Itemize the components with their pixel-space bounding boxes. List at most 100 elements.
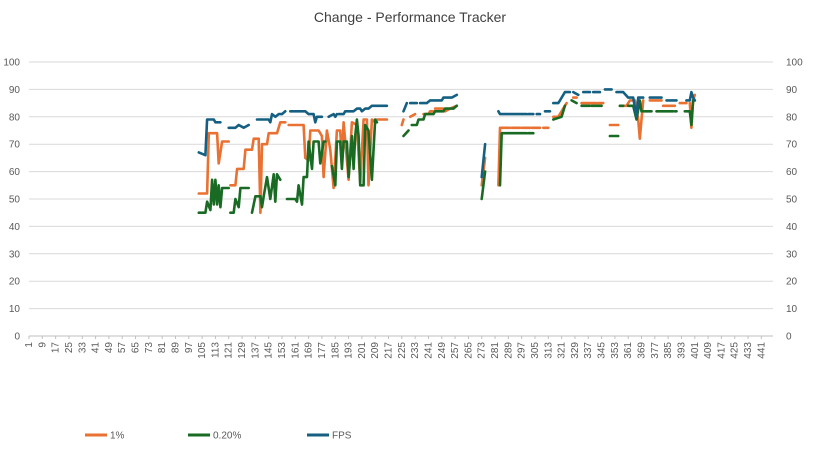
x-tick-label: 297 (517, 342, 528, 359)
x-tick-label: 313 (543, 342, 554, 359)
y-tick-label-left: 90 (9, 85, 21, 96)
y-tick-label-right: 10 (786, 304, 798, 315)
x-tick-label: 65 (131, 342, 142, 354)
series-line-segment (480, 170, 487, 201)
series-line-segment (255, 110, 287, 124)
x-tick-label: 409 (703, 342, 714, 359)
y-tick-label-left: 60 (9, 167, 21, 178)
series-line-segment (497, 110, 529, 116)
y-tick-label-left: 20 (9, 277, 21, 288)
series-line-segment (410, 104, 459, 127)
series-line-segment (498, 131, 529, 187)
series-line-segment (418, 93, 459, 105)
x-tick-label: 217 (384, 342, 395, 359)
x-tick-label: 33 (77, 342, 88, 354)
x-tick-label: 113 (210, 342, 221, 358)
x-tick-label: 185 (330, 342, 341, 359)
series-2 (197, 88, 697, 179)
y-tick-label-right: 60 (786, 167, 798, 178)
x-tick-label: 377 (650, 342, 661, 359)
x-tick-label: 17 (51, 342, 62, 354)
y-tick-label-left: 70 (9, 140, 21, 151)
x-tick-label: 393 (676, 342, 687, 359)
x-tick-label: 361 (623, 342, 634, 359)
series-line-segment (227, 123, 250, 130)
y-tick-label-right: 90 (786, 85, 798, 96)
x-tick-label: 281 (490, 342, 501, 359)
x-tick-label: 433 (743, 342, 754, 359)
series-lines (197, 88, 697, 214)
x-tick-label: 401 (690, 342, 701, 359)
gridlines (29, 61, 773, 337)
x-tick-label: 241 (423, 342, 434, 359)
x-tick-label: 289 (503, 342, 514, 359)
x-tick-label: 273 (477, 342, 488, 359)
series-line-segment (480, 142, 487, 179)
series-line-segment (337, 104, 389, 116)
x-tick-label: 249 (437, 342, 448, 359)
series-line-segment (571, 90, 580, 97)
legend: 1% 0.20% FPS (85, 431, 352, 442)
x-tick-label: 81 (157, 342, 168, 354)
x-tick-label: 417 (716, 342, 727, 359)
y-tick-label-right: 0 (786, 332, 792, 343)
y-tick-label-left: 30 (9, 249, 21, 260)
y-tick-label-right: 20 (786, 277, 798, 288)
series-line-segment (197, 178, 230, 214)
x-tick-label: 129 (237, 342, 248, 359)
x-tick-label: 41 (91, 342, 102, 354)
x-tick-label: 225 (397, 342, 408, 359)
series-line-segment (330, 118, 379, 187)
x-tick-label: 329 (570, 342, 581, 359)
x-tick-label: 105 (197, 342, 208, 359)
x-tick-label: 73 (144, 342, 155, 354)
y-tick-label-left: 50 (9, 195, 21, 206)
series-line-segment (197, 118, 222, 157)
y-tick-label-right: 100 (786, 58, 803, 69)
x-tick-label: 89 (170, 342, 181, 354)
x-tick-label: 121 (224, 342, 235, 359)
series-line-segment (400, 118, 405, 127)
x-tick-label: 57 (117, 342, 128, 354)
x-tick-label: 177 (317, 342, 328, 359)
x-tick-label: 385 (663, 342, 674, 359)
x-tick-label: 97 (184, 342, 195, 354)
x-tick-label: 441 (756, 342, 767, 359)
x-tick-label: 137 (250, 342, 261, 359)
x-tick-label: 145 (264, 342, 275, 359)
x-tick-label: 209 (370, 342, 381, 359)
x-tick-label: 337 (583, 342, 594, 359)
x-tick-label: 201 (357, 342, 368, 359)
y-tick-label-left: 100 (3, 58, 20, 69)
axes: 0 0 10 10 20 20 30 30 40 40 50 50 60 60 70 70 80 80 90 90 10… (3, 58, 803, 359)
series-line-segment (626, 99, 643, 121)
x-tick-label: 321 (557, 342, 568, 359)
x-tick-label: 345 (597, 342, 608, 359)
x-tick-label: 193 (344, 342, 355, 359)
x-tick-label: 153 (277, 342, 288, 359)
series-1 (197, 99, 697, 214)
x-tick-label: 169 (304, 342, 315, 359)
x-tick-label: 25 (64, 342, 75, 354)
series-line-segment (229, 121, 287, 214)
series-line-segment (685, 90, 697, 102)
legend-label: FPS (332, 431, 352, 442)
series-line-segment (497, 126, 512, 187)
chart-title: Change - Performance Tracker (314, 9, 507, 25)
series-line-segment (570, 99, 578, 105)
series-line-segment (551, 90, 572, 105)
y-tick-label-right: 40 (786, 222, 798, 233)
legend-label: 1% (110, 431, 125, 442)
x-tick-label: 353 (610, 342, 621, 359)
y-tick-label-right: 80 (786, 112, 798, 123)
series-line-segment (615, 90, 645, 119)
series-line-segment (408, 112, 417, 119)
series-line-segment (402, 101, 409, 113)
y-tick-label-right: 50 (786, 195, 798, 206)
series-line-segment (197, 131, 230, 195)
x-tick-label: 369 (637, 342, 648, 359)
y-tick-label-left: 40 (9, 222, 21, 233)
y-tick-label-left: 80 (9, 112, 21, 123)
